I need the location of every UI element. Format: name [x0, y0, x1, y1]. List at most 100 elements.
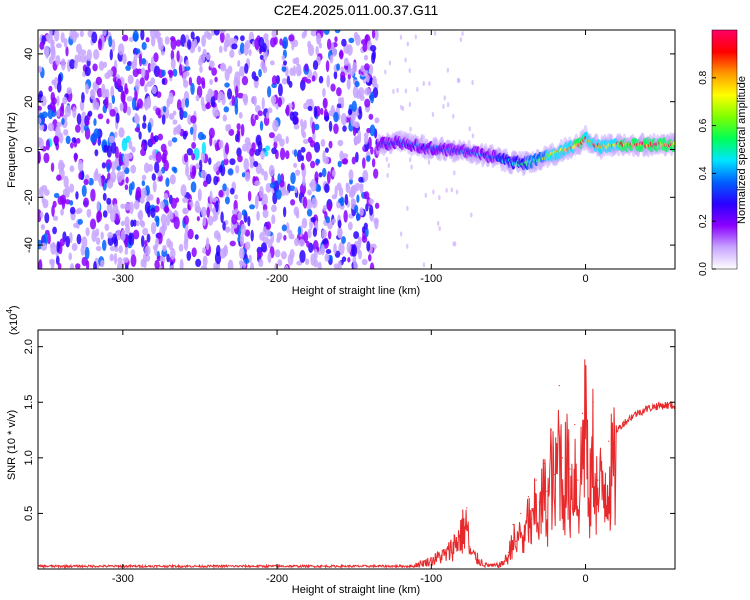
spectrogram-noise-cell	[374, 202, 380, 209]
spectrogram-noise-cell	[259, 120, 264, 131]
spectrogram-noise-cell	[45, 33, 51, 40]
spectrogram-speckle	[416, 86, 419, 92]
snr-xlabel: Height of straight line (km)	[292, 584, 420, 596]
spectrogram-noise-cell	[147, 163, 154, 172]
spectrogram-noise-cell	[312, 227, 318, 238]
spectrogram-noise-cell	[155, 107, 161, 116]
spectrogram-noise-cell	[295, 169, 301, 176]
spectrogram-noise-cell	[285, 222, 290, 234]
spectrogram-noise-cell	[69, 142, 74, 149]
spectrogram-noise-cell	[354, 182, 361, 192]
spectrogram-speckle	[406, 41, 409, 47]
spectrogram-noise-cell	[218, 189, 224, 198]
spectrogram-noise-cell	[96, 200, 101, 212]
spectrogram-noise-cell	[175, 39, 182, 47]
spectrogram-noise-cell	[277, 83, 283, 97]
spectrogram-speckle	[452, 113, 455, 119]
spectrogram-noise-cell	[130, 219, 134, 228]
spectrogram-noise-cell	[265, 145, 271, 151]
spectrogram-noise-cell	[172, 68, 178, 77]
spectrogram-noise-cell	[254, 114, 259, 121]
spectrogram-noise-cell	[125, 264, 129, 269]
spectrogram-noise-cell	[287, 253, 294, 266]
spectrogram-noise-cell	[176, 50, 180, 62]
spectrogram-noise-cell	[300, 146, 306, 153]
spectrogram-noise-cell	[315, 32, 322, 45]
spectrogram-noise-cell	[273, 140, 278, 149]
spectrogram-noise-cell	[162, 149, 168, 157]
spectrogram-speckle	[404, 88, 408, 94]
spectrogram-noise-cell	[290, 199, 296, 206]
spectrogram-noise-cell	[210, 95, 216, 108]
spectrogram-noise-cell	[331, 48, 337, 57]
spectrogram-speckle	[386, 172, 389, 178]
spectrogram-noise-cell	[125, 65, 131, 71]
spectrogram-speckle	[406, 205, 409, 211]
spectrogram-noise-cell	[196, 216, 200, 222]
spectrogram-noise-cell	[348, 169, 354, 181]
spectrogram-speckle	[431, 112, 435, 118]
spectrogram-noise-cell	[313, 105, 318, 118]
spectrogram-noise-cell	[132, 229, 140, 240]
spectrogram-noise-cell	[278, 138, 285, 147]
spectrogram-noise-cell	[163, 192, 169, 201]
spectrogram-noise-cell	[202, 247, 207, 254]
snr-ytick-label: 1.0	[23, 450, 35, 465]
spectrogram-noise-cell	[324, 115, 330, 121]
spectrogram-noise-cell	[212, 215, 217, 222]
spectrogram-speckle	[384, 69, 387, 75]
spectrogram-noise-cell	[262, 65, 268, 74]
spectrogram-noise-cell	[196, 85, 203, 99]
spectrogram-noise-cell	[227, 123, 232, 131]
spectrogram-noise-cell	[38, 151, 41, 164]
spectrogram-noise-cell	[95, 167, 99, 178]
spectrogram-noise-cell	[89, 218, 97, 230]
spectrogram-noise-cell	[353, 262, 359, 269]
spectrogram-noise-cell	[259, 54, 264, 61]
spectrogram-noise-cell	[302, 131, 307, 139]
spectrogram-noise-cell	[168, 240, 174, 251]
spectrogram-noise-cell	[302, 176, 306, 187]
spectrogram-noise-cell	[293, 149, 298, 158]
spectrogram-noise-cell	[120, 220, 126, 227]
spectrogram-noise-cell	[122, 164, 126, 171]
spectrogram-noise-cell	[149, 30, 156, 39]
snr-point	[500, 562, 502, 565]
spectrogram-noise-cell	[69, 59, 76, 70]
spectrogram-noise-cell	[47, 122, 55, 132]
spectrogram-noise-cell	[211, 67, 217, 76]
snr-ytick-label: 2.0	[23, 339, 35, 354]
spectrogram-noise-cell	[242, 93, 249, 104]
spectrogram-noise-cell	[75, 191, 79, 200]
spectrogram-noise-cell	[197, 188, 202, 202]
spectrogram-speckle	[432, 189, 435, 195]
spectrogram-noise-cell	[239, 42, 245, 55]
spectrogram-noise-cell	[224, 82, 230, 88]
spectrogram-noise-cell	[320, 247, 326, 254]
spectrogram-noise-cell	[61, 118, 65, 125]
spectrogram-noise-cell	[367, 254, 372, 262]
spectrogram-noise-cell	[337, 260, 342, 269]
spectrogram-noise-cell	[244, 171, 251, 182]
spectrogram-noise-cell	[97, 113, 104, 120]
spectrogram-noise-cell	[100, 231, 104, 240]
spectrogram-noise-cell	[190, 115, 197, 124]
snr-point	[554, 473, 556, 476]
snr-point	[662, 403, 664, 406]
spectrogram-noise-cell	[361, 258, 368, 266]
spectrogram-noise-cell	[92, 63, 98, 72]
spectrogram-noise-cell	[44, 212, 50, 224]
spectrogram-noise-cell	[280, 251, 287, 260]
spectrogram-noise-cell	[132, 219, 137, 227]
spectrogram-noise-cell	[224, 226, 231, 233]
spectrogram-noise-cell	[110, 140, 117, 154]
spectrogram-noise-cell	[217, 92, 222, 104]
spectrogram-noise-cell	[369, 45, 377, 52]
spectrogram-noise-cell	[191, 165, 197, 177]
spectrogram-noise-cell	[60, 208, 64, 216]
spectrogram-noise-cell	[81, 184, 87, 197]
spectrogram-noise-cell	[47, 108, 54, 120]
spectrogram-noise-cell	[74, 60, 78, 70]
snr-point	[515, 540, 517, 542]
spectrogram-noise-cell	[84, 246, 90, 260]
